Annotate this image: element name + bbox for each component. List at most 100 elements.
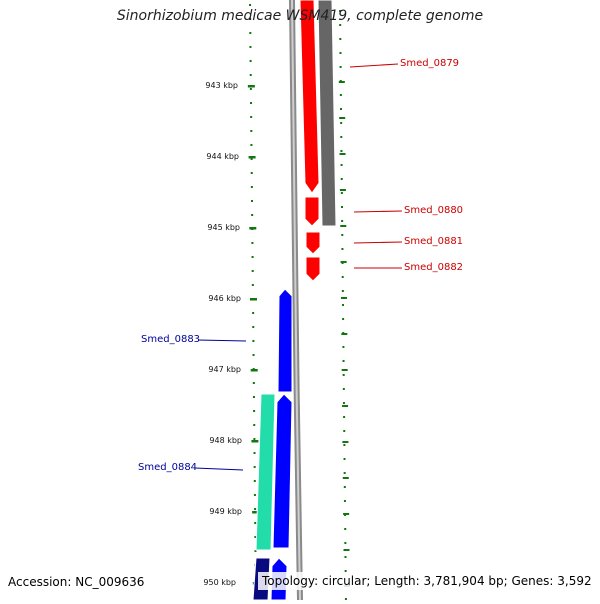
ruler-dot — [339, 38, 342, 40]
ruler-dot — [342, 318, 345, 320]
ruler-dot — [250, 116, 253, 118]
tick-label: 950 kbp — [203, 578, 236, 587]
ruler-dot — [250, 158, 253, 160]
ruler-major-tick — [252, 511, 260, 514]
accession-text: Accession: NC_009636 — [8, 575, 145, 589]
leader-Smed_0883 — [197, 339, 247, 342]
ruler-dot — [339, 10, 342, 12]
ruler-dot — [343, 500, 346, 502]
ruler-minor-tick — [340, 225, 347, 227]
ruler-dot — [250, 144, 253, 146]
ruler-dot — [341, 234, 344, 236]
backbone-track-inner — [291, 0, 301, 601]
ruler-minor-tick — [340, 261, 347, 263]
ruler-major-tick — [247, 85, 255, 88]
gene-Smed_0882[interactable] — [305, 256, 321, 282]
topology-text: Topology: circular; Length: 3,781,904 bp… — [258, 572, 596, 590]
ruler-dot — [251, 200, 253, 202]
ruler-dot — [253, 410, 256, 412]
gene-label-Smed_0884[interactable]: Smed_0884 — [138, 462, 198, 473]
ruler-dot — [251, 284, 254, 286]
ruler-dot — [342, 402, 345, 404]
ruler-dot — [343, 458, 346, 460]
ruler-dot — [340, 178, 343, 180]
gene-label-Smed_0880[interactable]: Smed_0880 — [404, 205, 464, 216]
ruler-dot — [251, 214, 254, 216]
genome-title: Sinorhizobium medicae WSM419, complete g… — [116, 8, 484, 24]
ruler-dot — [252, 326, 255, 328]
ruler-minor-tick — [343, 549, 350, 551]
ruler-dot — [249, 18, 252, 20]
ruler-dot — [252, 340, 255, 342]
leader-Smed_0884 — [194, 467, 244, 471]
ruler-dot — [253, 494, 256, 496]
ruler-major-tick — [250, 369, 258, 372]
ruler-dot — [251, 256, 254, 258]
ruler-dot — [253, 438, 256, 440]
gene-label-Smed_0882[interactable]: Smed_0882 — [404, 262, 464, 273]
tick-label: 944 kbp — [206, 152, 239, 161]
ruler-dot — [253, 452, 256, 454]
ruler-dot — [250, 172, 253, 174]
gene-label-Smed_0883[interactable]: Smed_0883 — [141, 334, 201, 345]
ruler-dot — [344, 598, 347, 600]
ruler-minor-tick — [338, 81, 345, 83]
ruler-dot — [254, 536, 257, 538]
ruler-dot — [340, 164, 343, 166]
gene-Smed_0879-segment-gray[interactable] — [317, 0, 337, 227]
tick-label: 948 kbp — [209, 436, 242, 445]
ruler-dot — [250, 186, 253, 188]
ruler-dot — [249, 60, 252, 62]
gene-teal[interactable] — [255, 393, 276, 551]
ruler-dot — [254, 550, 257, 552]
gene-label-Smed_0879[interactable]: Smed_0879 — [400, 58, 460, 69]
ruler-dot — [340, 122, 343, 124]
ruler-dot — [340, 150, 343, 152]
ruler-dot — [339, 52, 342, 54]
ruler-dot — [343, 444, 346, 446]
ruler-minor-tick — [343, 513, 350, 515]
ruler-dot — [251, 242, 254, 244]
gene-Smed_0880[interactable] — [304, 196, 320, 227]
ruler-dot — [344, 556, 347, 558]
ruler-dot — [254, 522, 257, 524]
ruler-dot — [344, 570, 347, 572]
ruler-left-dots — [247, 4, 260, 594]
ruler-minor-tick — [341, 333, 348, 335]
ruler-dot — [254, 508, 257, 510]
ruler-dot — [250, 130, 253, 132]
ruler-dot — [250, 102, 253, 104]
ruler-dot — [249, 46, 252, 48]
gene-label-Smed_0881[interactable]: Smed_0881 — [404, 236, 464, 247]
ruler-minor-tick — [341, 369, 348, 371]
ruler-dot — [340, 136, 343, 138]
ruler-dot — [341, 290, 344, 292]
ruler-dot — [342, 388, 345, 390]
leader-Smed_0881 — [353, 241, 403, 244]
ruler-dot — [340, 192, 343, 194]
ruler-dot — [252, 354, 255, 356]
gene-Smed_0884[interactable] — [272, 393, 293, 549]
ruler-minor-tick — [339, 189, 346, 191]
tick-label: 943 kbp — [205, 81, 238, 90]
ruler-dot — [341, 304, 344, 306]
ruler-dot — [252, 312, 255, 314]
tick-label: 946 kbp — [208, 294, 241, 303]
tick-label: 947 kbp — [208, 365, 241, 374]
gene-Smed_0879[interactable] — [299, 0, 320, 194]
ruler-dot — [253, 480, 256, 482]
ruler-dot — [249, 4, 252, 6]
ruler-dot — [343, 416, 346, 418]
ruler-minor-tick — [342, 477, 349, 479]
ruler-dot — [341, 206, 343, 208]
gene-Smed_0883[interactable] — [277, 288, 293, 393]
ruler-dot — [253, 424, 256, 426]
ruler-dot — [252, 396, 255, 398]
gene-Smed_0881[interactable] — [305, 231, 321, 255]
ruler-dot — [342, 360, 345, 362]
ruler-minor-tick — [339, 153, 346, 155]
ruler-major-tick — [251, 440, 259, 443]
ruler-dot — [341, 276, 344, 278]
ruler-dot — [249, 88, 252, 90]
